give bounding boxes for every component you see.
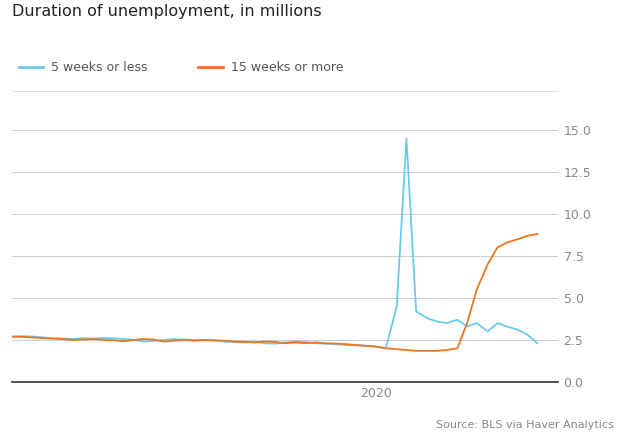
- 15 weeks or more: [342, 342, 350, 347]
- 15 weeks or more: [423, 348, 431, 353]
- 5 weeks or less: [534, 341, 541, 346]
- 15 weeks or more: [151, 337, 158, 342]
- 5 weeks or less: [433, 319, 440, 324]
- 5 weeks or less: [151, 338, 158, 343]
- Text: Source: BLS via Haver Analytics: Source: BLS via Haver Analytics: [436, 420, 614, 430]
- Line: 5 weeks or less: 5 weeks or less: [12, 138, 538, 349]
- 5 weeks or less: [382, 346, 389, 351]
- Text: 5 weeks or less: 5 weeks or less: [51, 61, 148, 74]
- 5 weeks or less: [322, 341, 329, 346]
- 15 weeks or more: [322, 341, 329, 346]
- 15 weeks or more: [312, 340, 319, 345]
- 5 weeks or less: [9, 334, 16, 339]
- 5 weeks or less: [342, 342, 350, 348]
- Text: 15 weeks or more: 15 weeks or more: [231, 61, 343, 74]
- 15 weeks or more: [412, 348, 420, 353]
- 15 weeks or more: [484, 262, 492, 267]
- 15 weeks or more: [534, 231, 541, 237]
- 5 weeks or less: [352, 343, 359, 348]
- 5 weeks or less: [312, 341, 319, 346]
- 15 weeks or more: [9, 334, 16, 339]
- 5 weeks or less: [403, 136, 410, 141]
- Line: 15 weeks or more: 15 weeks or more: [12, 234, 538, 351]
- Text: Duration of unemployment, in millions: Duration of unemployment, in millions: [12, 4, 322, 20]
